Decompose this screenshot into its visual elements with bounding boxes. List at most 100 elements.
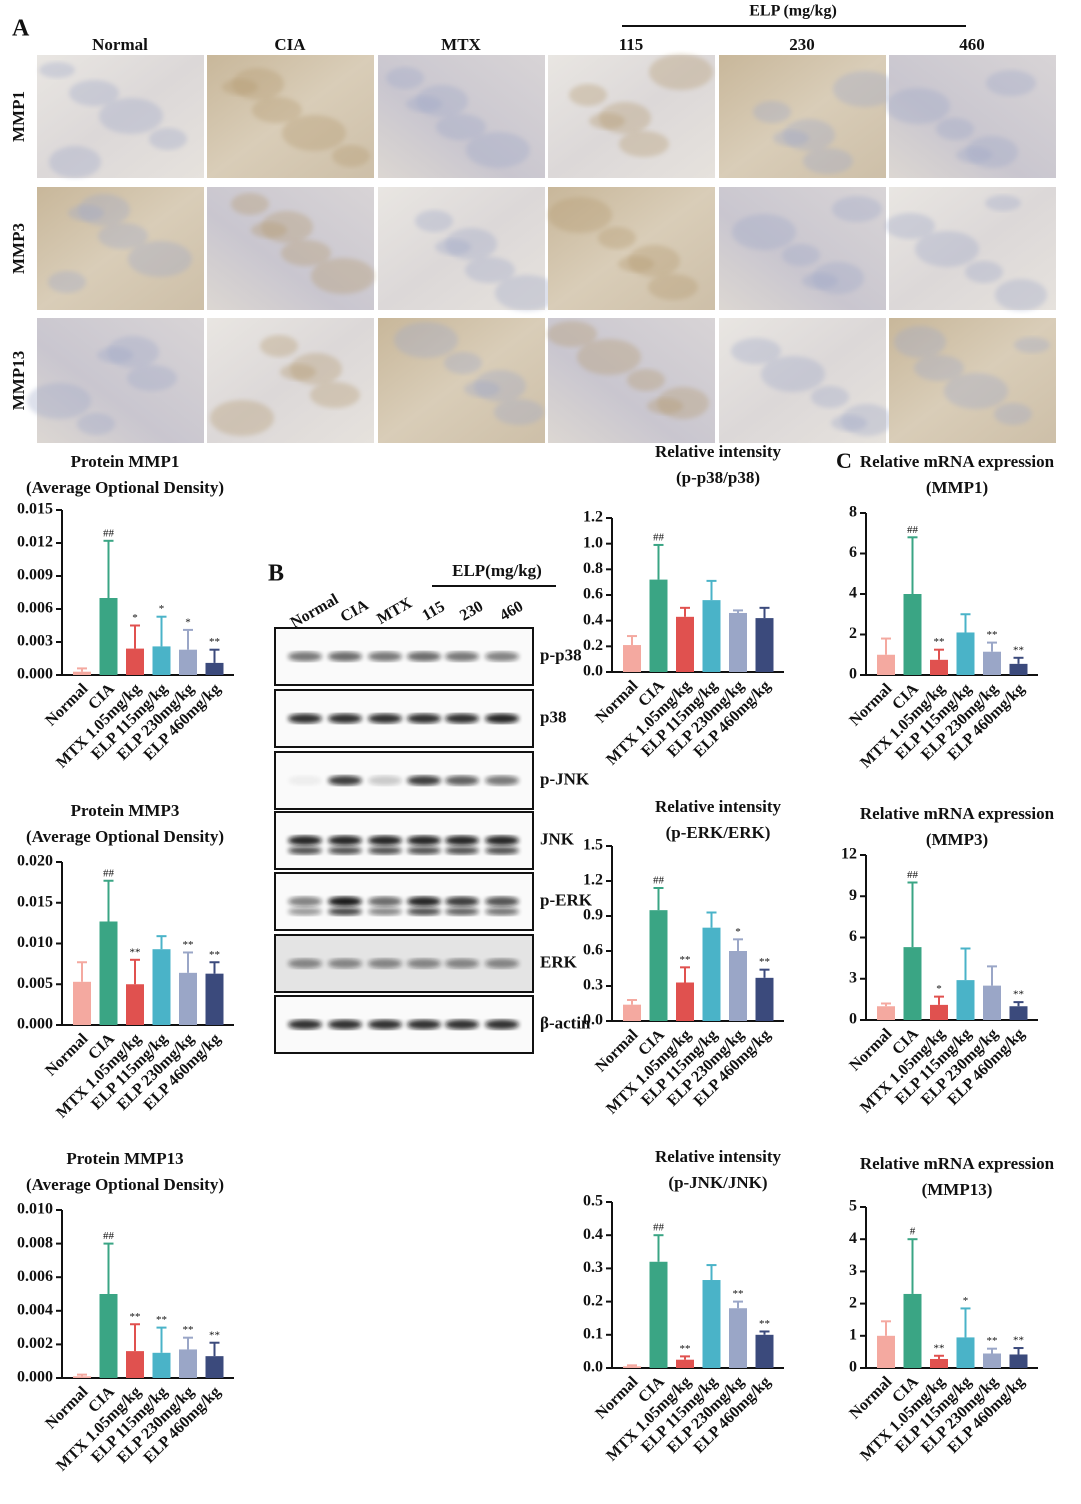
blot-band (288, 1019, 322, 1030)
tissue-texture (281, 240, 331, 266)
row-label: MMP3 (9, 223, 28, 274)
y-tick-label: 3 (849, 969, 857, 986)
significance-mark: ** (934, 636, 945, 648)
y-tick-label: 1.2 (583, 872, 603, 889)
bar (702, 927, 721, 1021)
significance-mark: ** (987, 1335, 998, 1347)
tissue-texture (994, 403, 1032, 425)
blot-band (485, 651, 519, 662)
bar (152, 646, 171, 675)
tissue-texture (127, 365, 177, 391)
bar (729, 951, 747, 1021)
tissue-texture (290, 353, 342, 385)
bar (649, 910, 668, 1021)
y-tick-label: 2 (849, 625, 857, 642)
y-tick-label: 0 (849, 1011, 857, 1028)
blot-label: p-p38 (540, 645, 582, 664)
chart-title: Relative mRNA expression (860, 452, 1055, 471)
tissue-texture (232, 68, 284, 100)
y-tick-label: 0.1 (583, 1325, 603, 1342)
y-tick-label: 0.6 (583, 942, 603, 959)
tissue-texture (436, 114, 486, 140)
bar (126, 984, 144, 1025)
blot-band (445, 907, 479, 916)
blot-band (328, 907, 362, 916)
tissue-texture (811, 386, 849, 408)
blot-band (445, 775, 479, 786)
y-tick-label: 0 (849, 666, 857, 683)
bar (755, 1334, 774, 1368)
tissue-texture (966, 136, 1018, 168)
tissue-texture (914, 355, 964, 381)
y-tick-label: 6 (849, 544, 857, 561)
significance-mark: ## (653, 1222, 665, 1234)
y-tick-label: 0.020 (17, 853, 53, 870)
tissue-texture (415, 210, 453, 232)
tissue-texture (231, 193, 269, 215)
tissue-texture (394, 322, 458, 358)
tissue-texture (107, 336, 159, 368)
bar-chart: Protein MMP1 (Average Optional Density) 0.… (17, 452, 234, 772)
tissue-texture (386, 67, 424, 89)
tissue-texture (474, 370, 526, 402)
blot-band (407, 713, 441, 724)
y-tick-label: 0.006 (17, 1268, 53, 1285)
tissue-texture (98, 223, 148, 249)
y-tick-label: 0.5 (583, 1193, 603, 1210)
chart-subtitle: (MMP3) (926, 830, 988, 849)
lane-label: 230 (457, 598, 486, 625)
y-tick-label: 0.2 (583, 1292, 603, 1309)
y-tick-label: 0.015 (17, 893, 53, 910)
blot-band (485, 775, 519, 786)
blot-band (485, 835, 519, 846)
y-tick-label: 0.0 (583, 1359, 603, 1376)
blot-band (288, 651, 322, 662)
significance-mark: ** (1013, 1335, 1024, 1347)
y-tick-label: 0.003 (17, 633, 53, 650)
chart-title: Relative intensity (655, 1147, 782, 1166)
chart-subtitle: (p-p38/p38) (676, 468, 760, 487)
blot-band (485, 713, 519, 724)
blot-band (407, 835, 441, 846)
tissue-texture (936, 118, 974, 140)
tissue-texture (965, 261, 1003, 283)
tissue-texture (252, 97, 302, 123)
blot-label: JNK (540, 829, 575, 848)
bar (877, 1006, 895, 1020)
y-tick-label: 0.000 (17, 666, 53, 683)
tissue-texture (761, 356, 825, 392)
tissue-texture (261, 211, 313, 243)
tissue-texture (783, 119, 835, 151)
y-tick-label: 8 (849, 504, 857, 521)
blot-band (407, 846, 441, 855)
significance-mark: * (936, 983, 942, 995)
significance-mark: ** (934, 1342, 945, 1354)
lane-label: Normal (288, 591, 342, 632)
bar (1009, 1006, 1028, 1020)
blot-band (288, 958, 322, 969)
tissue-texture (619, 131, 669, 157)
y-tick-label: 0.010 (17, 934, 53, 951)
tissue-texture (649, 54, 713, 90)
y-tick-label: 0.008 (17, 1234, 53, 1251)
bar (205, 662, 224, 675)
significance-mark: ** (1013, 644, 1024, 656)
bar (99, 1294, 118, 1378)
tissue-texture (894, 326, 946, 358)
panel-label: A (12, 16, 30, 42)
y-tick-label: 0.006 (17, 600, 53, 617)
bar (179, 1349, 197, 1378)
chart-title: Relative intensity (655, 442, 782, 461)
tissue-texture (986, 70, 1036, 96)
tissue-texture (282, 115, 346, 151)
tissue-texture (465, 257, 515, 283)
column-label: MTX (441, 35, 481, 54)
y-tick-label: 9 (849, 887, 857, 904)
blot-band (288, 846, 322, 855)
tissue-texture (466, 132, 530, 168)
blot-band (328, 896, 362, 907)
bar (649, 1261, 668, 1368)
blot-band (485, 907, 519, 916)
bar (649, 579, 668, 672)
